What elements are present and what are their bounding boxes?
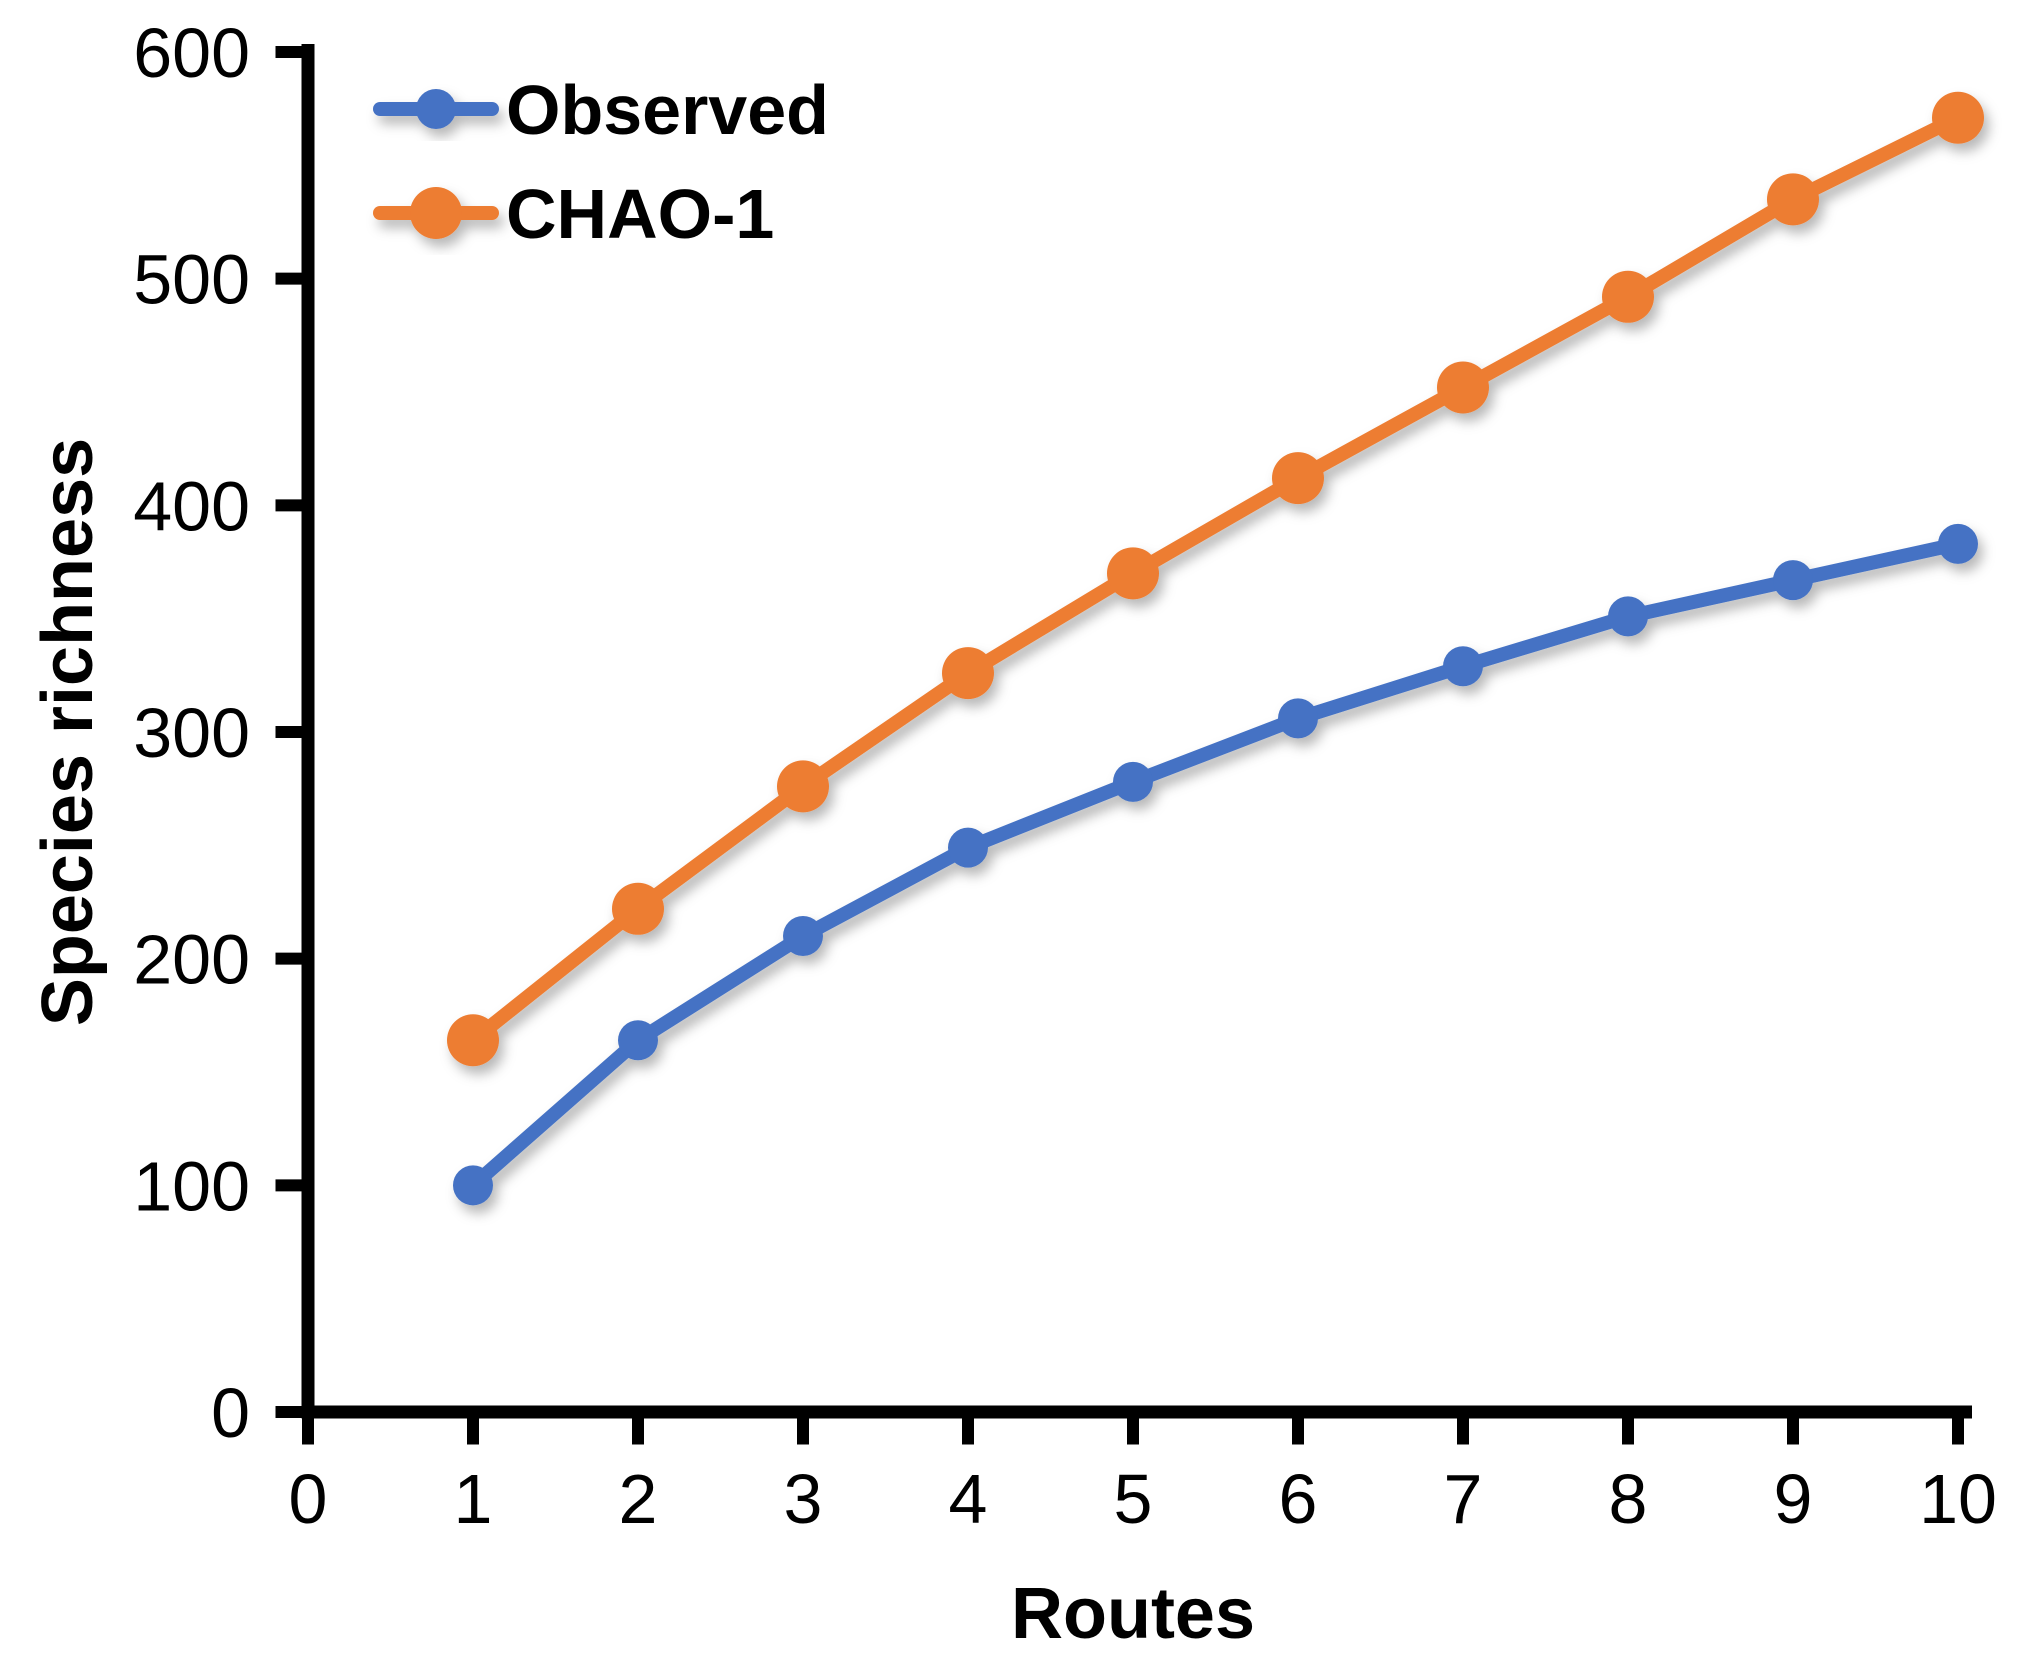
x-tick-label: 4 — [949, 1460, 988, 1538]
x-tick-label: 9 — [1774, 1460, 1813, 1538]
data-point-chao-1 — [1602, 270, 1654, 323]
x-tick-label: 2 — [619, 1460, 658, 1538]
data-point-chao-1 — [1107, 547, 1159, 600]
data-point-chao-1 — [1437, 361, 1489, 414]
data-point-chao-1 — [447, 1014, 499, 1067]
data-point-chao-1 — [1767, 173, 1819, 226]
series-observed — [453, 523, 1978, 1206]
data-point-observed — [1773, 560, 1813, 601]
x-tick-label: 0 — [289, 1460, 328, 1538]
legend-label-chao-1: CHAO-1 — [506, 175, 774, 253]
legend-marker-dot-chao-1 — [410, 187, 462, 239]
data-point-observed — [1608, 596, 1648, 637]
legend-item-observed — [373, 89, 499, 129]
data-point-observed — [453, 1165, 493, 1206]
data-point-observed — [1938, 523, 1978, 564]
data-point-observed — [1278, 698, 1318, 739]
data-point-observed — [783, 916, 823, 956]
data-point-observed — [618, 1020, 658, 1061]
x-tick-label: 10 — [1919, 1460, 1997, 1538]
data-point-observed — [948, 827, 988, 868]
series-chao-1 — [447, 91, 1984, 1067]
data-point-chao-1 — [777, 760, 829, 813]
x-tick-label: 1 — [454, 1460, 493, 1538]
legend-marker-dot-observed — [416, 89, 456, 129]
data-point-chao-1 — [1272, 452, 1324, 505]
x-tick-label: 5 — [1114, 1460, 1153, 1538]
x-tick-label: 6 — [1279, 1460, 1318, 1538]
legend-label-observed: Observed — [506, 71, 829, 149]
data-point-observed — [1113, 761, 1153, 802]
legend: Observed CHAO-1 — [373, 71, 829, 253]
y-tick-label: 100 — [133, 1147, 250, 1225]
x-axis-title: Routes — [1011, 1574, 1255, 1654]
y-axis-title: Species richness — [28, 438, 108, 1026]
y-tick-label: 0 — [211, 1374, 250, 1452]
data-point-chao-1 — [612, 882, 664, 935]
y-tick-label: 200 — [133, 921, 250, 999]
y-tick-label: 600 — [133, 14, 250, 92]
legend-item-chao-1 — [373, 187, 499, 239]
y-tick-label: 500 — [133, 241, 250, 319]
axis-ticks: 0 100 200 300 400 500 600 0 1 2 3 4 5 6 7 8 9 10 — [133, 14, 1997, 1538]
data-point-observed — [1443, 646, 1483, 687]
series-line-observed — [466, 536, 1965, 1193]
x-tick-label: 3 — [784, 1460, 823, 1538]
x-tick-label: 8 — [1609, 1460, 1648, 1538]
data-point-chao-1 — [1932, 91, 1984, 144]
y-tick-label: 400 — [133, 467, 250, 545]
series-line-chao-1 — [466, 110, 1965, 1048]
x-tick-label: 7 — [1444, 1460, 1483, 1538]
data-point-chao-1 — [942, 647, 994, 700]
series-layer — [447, 91, 1984, 1206]
y-tick-label: 300 — [133, 694, 250, 772]
